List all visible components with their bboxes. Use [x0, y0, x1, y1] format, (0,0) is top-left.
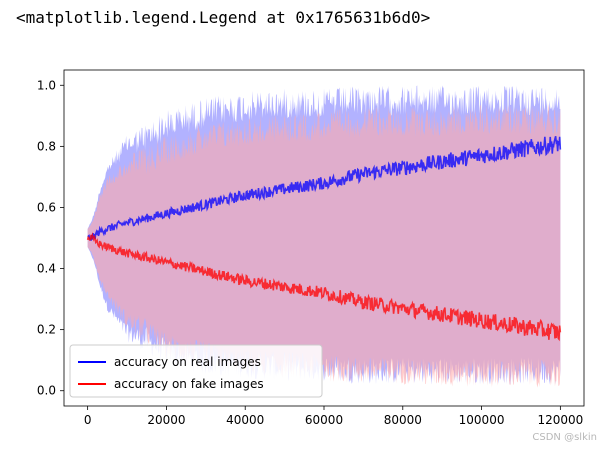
y-tick-label: 0.4: [37, 262, 56, 276]
x-tick-label: 120000: [537, 413, 583, 427]
y-tick-label: 0.6: [37, 200, 56, 214]
x-tick-label: 0: [84, 413, 92, 427]
y-tick-label: 1.0: [37, 78, 56, 92]
legend: accuracy on real images accuracy on fake…: [69, 344, 323, 398]
watermark: CSDN @slkin: [532, 432, 597, 443]
cell-output-text: <matplotlib.legend.Legend at 0x1765631b6…: [16, 8, 431, 27]
x-tick-label: 20000: [147, 413, 185, 427]
legend-label-fake: accuracy on fake images: [114, 377, 264, 391]
legend-box: [69, 344, 323, 398]
series-line-fake: [86, 231, 562, 342]
x-tick-label: 60000: [305, 413, 343, 427]
x-tick-label: 80000: [384, 413, 422, 427]
y-tick-label: 0.2: [37, 323, 56, 337]
legend-label-real: accuracy on real images: [114, 355, 261, 369]
y-tick-label: 0.0: [37, 384, 56, 398]
y-tick-label: 0.8: [37, 139, 56, 153]
x-tick-label: 40000: [226, 413, 264, 427]
x-tick-label: 100000: [459, 413, 505, 427]
series-line-real: [87, 135, 562, 242]
